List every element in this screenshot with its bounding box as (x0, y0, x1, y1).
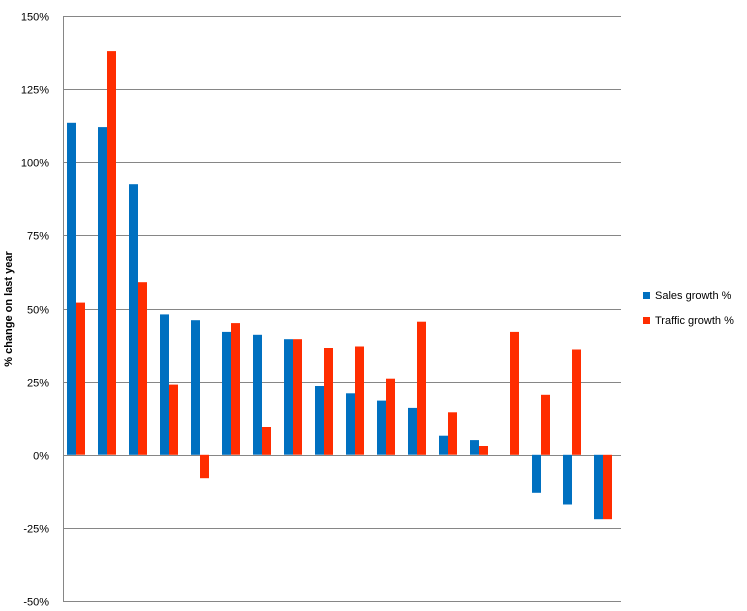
bar-traffic (355, 346, 364, 455)
bars (67, 51, 612, 520)
bar-sales (594, 454, 603, 520)
legend-swatch (643, 317, 650, 324)
bar-traffic (138, 282, 147, 455)
bar-traffic (324, 348, 333, 455)
bar-sales (439, 435, 448, 455)
bar-sales (408, 407, 417, 455)
bar-sales (284, 339, 293, 455)
bar-traffic (541, 394, 550, 455)
bar-sales (470, 440, 479, 455)
bar-traffic (572, 349, 581, 455)
y-tick-label: -50% (23, 597, 49, 609)
bar-sales (315, 386, 324, 455)
bar-sales (67, 122, 76, 455)
bar-sales (191, 320, 200, 455)
bar-traffic (417, 321, 426, 455)
y-tick-label: 0% (33, 451, 49, 463)
bar-sales (160, 314, 169, 455)
bar-traffic (76, 302, 85, 455)
bar-traffic (510, 331, 519, 455)
y-tick-labels: -50% -25% 0% 25% 50% 75% 100% 125% 150% (21, 12, 49, 609)
y-tick-label: 25% (27, 378, 49, 390)
bar-sales (253, 334, 262, 455)
y-tick-label: 75% (27, 231, 49, 243)
bar-traffic (386, 378, 395, 455)
bar-traffic (448, 412, 457, 455)
legend: Sales growth % Traffic growth % (643, 290, 734, 327)
bar-sales (563, 454, 572, 505)
bar-sales (222, 331, 231, 455)
bar-traffic (231, 323, 240, 455)
legend-label: Traffic growth % (655, 315, 734, 327)
bar-traffic (293, 339, 302, 455)
bar-sales (532, 454, 541, 493)
bar-sales (346, 393, 355, 455)
y-tick-label: 150% (21, 12, 49, 24)
y-axis-label: % change on last year (3, 251, 15, 367)
bar-traffic (262, 427, 271, 455)
bar-traffic (107, 51, 116, 455)
bar-sales (377, 400, 386, 455)
y-tick-label: 125% (21, 85, 49, 97)
bar-sales (129, 184, 138, 455)
y-tick-label: 100% (21, 158, 49, 170)
bar-traffic (200, 454, 209, 479)
bar-traffic (603, 454, 612, 520)
y-tick-label: 50% (27, 305, 49, 317)
legend-swatch (643, 292, 650, 299)
bar-traffic (169, 384, 178, 455)
y-tick-label: -25% (23, 524, 49, 536)
bar-sales (98, 127, 107, 455)
legend-label: Sales growth % (655, 290, 732, 302)
bar-traffic (479, 446, 488, 455)
gridlines (63, 16, 621, 602)
